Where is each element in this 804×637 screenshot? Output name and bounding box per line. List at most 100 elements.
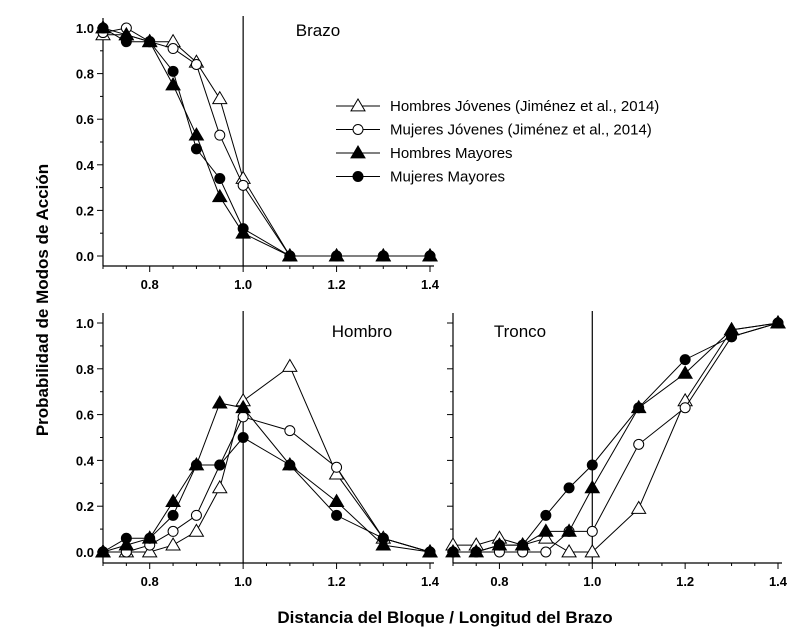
legend-label: Mujeres Mayores: [390, 169, 505, 186]
data-point: [167, 43, 179, 55]
data-point: [377, 532, 389, 544]
data-point: [561, 544, 577, 558]
x-tick-label: 1.0: [583, 574, 601, 589]
y-tick-label: 0.6: [76, 112, 94, 127]
panel-title: Tronco: [494, 322, 546, 341]
panel-title: Brazo: [296, 21, 340, 40]
data-point: [211, 479, 228, 494]
data-point: [537, 523, 554, 537]
data-point: [214, 459, 226, 471]
series-2: [95, 395, 438, 558]
data-point: [237, 223, 249, 235]
series-1: [97, 22, 436, 262]
data-point: [633, 402, 645, 414]
y-tick-label: 0.4: [76, 453, 95, 468]
data-point: [377, 250, 389, 262]
x-tick-label: 1.4: [421, 574, 440, 589]
legend-item: Hombres Mayores: [336, 145, 513, 162]
legend-marker: [350, 145, 366, 159]
data-point: [331, 250, 343, 262]
data-point: [211, 188, 228, 203]
data-point: [470, 546, 482, 558]
series-line: [102, 27, 430, 257]
series-line: [453, 322, 779, 553]
y-tick-label: 0.2: [76, 499, 94, 514]
y-tick-label: 0.0: [76, 545, 94, 560]
data-point: [237, 432, 249, 443]
panel-title: Hombro: [332, 322, 392, 341]
y-tick-label: 1.0: [76, 21, 94, 36]
x-tick-label: 1.2: [328, 574, 346, 589]
data-point: [237, 411, 249, 423]
legend: Hombres Jóvenes (Jiménez et al., 2014) Mu…: [336, 98, 659, 186]
data-point: [188, 523, 205, 537]
series-line: [453, 322, 779, 553]
y-tick-label: 0.4: [76, 158, 95, 173]
data-point: [284, 250, 296, 262]
x-tick-label: 0.8: [141, 277, 159, 292]
data-point: [211, 395, 228, 409]
data-point: [211, 90, 228, 105]
data-point: [726, 331, 738, 343]
data-point: [772, 317, 784, 329]
data-point: [165, 537, 181, 551]
legend-label: Mujeres Jóvenes (Jiménez et al., 2014): [390, 122, 652, 139]
series-3: [97, 22, 436, 262]
data-point: [331, 461, 343, 473]
data-point: [120, 532, 132, 544]
panels: 0.8 1.0 1.2 1.4 0.0 0.2 0.4 0.6 0.8 1.0 Brazo 0.8 1.…: [76, 16, 788, 589]
y-tick-label: 0.0: [76, 249, 94, 264]
data-point: [540, 509, 552, 521]
data-point: [284, 425, 296, 437]
x-tick-label: 0.8: [141, 574, 159, 589]
data-point: [584, 544, 601, 558]
series-0: [95, 26, 438, 262]
data-point: [97, 22, 109, 34]
y-axis-title: Probabilidad de Modos de Acción: [33, 164, 52, 436]
data-point: [633, 438, 645, 450]
data-point: [284, 459, 296, 471]
legend-label: Hombres Mayores: [390, 145, 513, 162]
series-3: [447, 317, 784, 558]
series-line: [453, 322, 779, 553]
data-point: [447, 546, 459, 558]
y-tick-label: 0.8: [76, 362, 94, 377]
x-tick-label: 1.2: [676, 574, 694, 589]
data-point: [97, 546, 109, 558]
x-tick-label: 1.4: [769, 574, 788, 589]
data-point: [120, 36, 132, 48]
y-tick-label: 0.8: [76, 67, 94, 82]
series-1: [447, 317, 784, 558]
data-point: [586, 459, 598, 471]
panel-brazo: 0.8 1.0 1.2 1.4 0.0 0.2 0.4 0.6 0.8 1.0 Brazo: [76, 16, 440, 292]
data-point: [281, 358, 298, 372]
legend-marker: [352, 124, 364, 135]
data-point: [190, 459, 202, 471]
x-tick-label: 1.0: [234, 277, 252, 292]
data-point: [630, 500, 647, 514]
x-tick-label: 0.8: [490, 574, 508, 589]
data-point: [167, 525, 179, 537]
panel-hombro: 0.8 1.0 1.2 1.4 0.0 0.2 0.4 0.6 0.8 1.0 Hombro: [76, 311, 440, 589]
data-point: [214, 172, 226, 184]
data-point: [584, 479, 601, 494]
legend-label: Hombres Jóvenes (Jiménez et al., 2014): [390, 98, 659, 115]
data-point: [540, 546, 552, 558]
data-point: [167, 65, 179, 77]
data-point: [424, 546, 436, 558]
data-point: [677, 365, 694, 379]
series-line: [102, 27, 430, 257]
x-tick-label: 1.2: [328, 277, 346, 292]
data-point: [141, 544, 158, 558]
data-point: [679, 402, 691, 414]
data-point: [517, 539, 529, 551]
data-point: [561, 523, 577, 537]
series-line: [103, 365, 431, 553]
data-point: [493, 539, 505, 551]
panel-tronco: 0.8 1.0 1.2 1.4 Tronco: [445, 311, 788, 589]
data-point: [214, 129, 226, 141]
series-line: [103, 34, 430, 257]
series-line: [102, 27, 430, 257]
series-line: [103, 416, 431, 553]
